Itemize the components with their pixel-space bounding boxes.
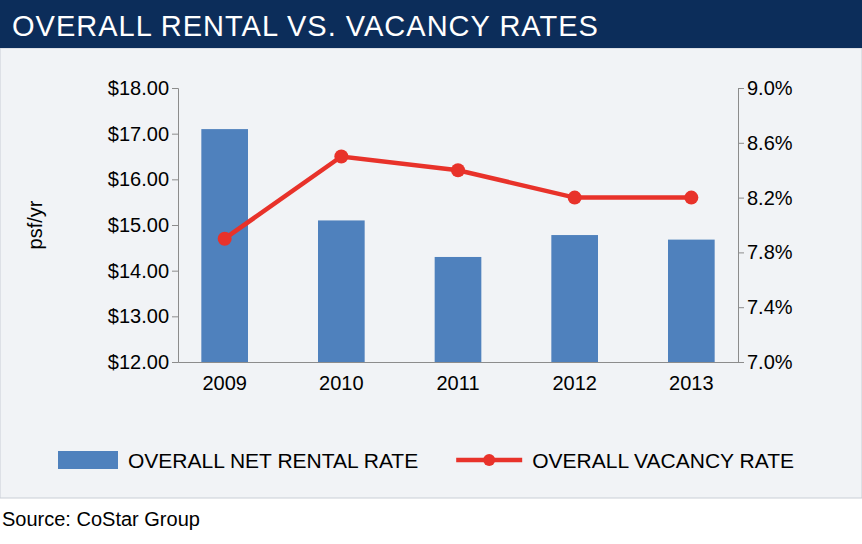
tick-label: 7.0% <box>747 351 793 373</box>
tick-label: 7.8% <box>747 241 793 263</box>
tick: 9.0% <box>738 77 793 99</box>
marker <box>451 163 465 177</box>
tick-label: 7.4% <box>747 296 793 318</box>
tick-label: 2010 <box>319 372 364 394</box>
tick-label: 2009 <box>202 372 247 394</box>
tick: 2012 <box>552 362 597 394</box>
legend-label: OVERALL NET RENTAL RATE <box>128 449 418 472</box>
tick-label: 2012 <box>552 372 597 394</box>
tick-mark <box>172 179 178 180</box>
tick-mark <box>172 362 178 363</box>
bar <box>551 235 598 362</box>
tick-mark <box>172 316 178 317</box>
tick-label: 8.6% <box>747 132 793 154</box>
tick-label: 8.2% <box>747 187 793 209</box>
y2-axis: 7.0% 7.4% 7.8% 8.2% 8.6% 9.0% <box>738 77 793 373</box>
tick-label: $15.00 <box>108 214 169 236</box>
bar <box>201 129 248 362</box>
tick-label: $13.00 <box>108 305 169 327</box>
tick-label: $18.00 <box>108 77 169 99</box>
tick-label: $14.00 <box>108 260 169 282</box>
bar <box>318 220 365 362</box>
y-axis-title: psf/yr <box>24 200 46 249</box>
tick: 2010 <box>319 362 364 394</box>
tick-mark <box>738 362 744 363</box>
tick-mark <box>738 143 744 144</box>
source: Source: CoStar Group <box>2 508 200 530</box>
tick-mark <box>172 134 178 135</box>
tick: 2013 <box>669 362 714 394</box>
title-bar <box>0 0 862 48</box>
axis-line <box>739 89 745 363</box>
legend-label: OVERALL VACANCY RATE <box>532 449 794 472</box>
axis-line <box>172 89 179 363</box>
tick: $13.00 <box>108 305 178 327</box>
tick: 2011 <box>436 362 479 394</box>
tick: $12.00 <box>108 351 178 373</box>
marker <box>218 232 232 246</box>
title: OVERALL RENTAL VS. VACANCY RATES <box>12 10 599 42</box>
tick-label: 9.0% <box>747 77 793 99</box>
tick: 8.2% <box>738 187 793 209</box>
line <box>225 157 692 239</box>
legend-swatch <box>58 451 118 469</box>
tick-mark <box>172 88 178 89</box>
marker <box>334 150 348 164</box>
tick: $18.00 <box>108 77 178 99</box>
axis-line <box>179 362 739 363</box>
tick-label: 2011 <box>436 372 479 394</box>
y-axis: $12.00 $13.00 $14.00 $15.00 $16.00 $17.00 $18.… <box>108 77 179 373</box>
tick-mark <box>738 88 744 89</box>
tick-mark <box>172 271 178 272</box>
tick: $17.00 <box>108 123 178 145</box>
chart-background <box>0 48 862 498</box>
tick-mark <box>738 307 744 308</box>
tick-label: $16.00 <box>108 168 169 190</box>
tick-label: $17.00 <box>108 123 169 145</box>
tick: 7.4% <box>738 296 793 318</box>
tick: 7.0% <box>738 351 793 373</box>
tick-label: 2013 <box>669 372 714 394</box>
tick: 2009 <box>202 362 247 394</box>
marker <box>568 191 582 205</box>
bar <box>668 240 715 362</box>
tick: $14.00 <box>108 260 178 282</box>
tick-mark <box>738 198 744 199</box>
tick: $16.00 <box>108 168 178 190</box>
bar <box>435 257 482 362</box>
legend-marker <box>483 454 495 466</box>
marker <box>684 191 698 205</box>
tick-label: $12.00 <box>108 351 169 373</box>
tick-mark <box>172 225 178 226</box>
x-axis: 2009 2010 2011 2012 2013 <box>179 362 739 394</box>
tick: 7.8% <box>738 241 793 263</box>
tick: $15.00 <box>108 214 178 236</box>
tick: 8.6% <box>738 132 793 154</box>
tick-mark <box>738 252 744 253</box>
plot-marks <box>201 129 714 362</box>
legend: OVERALL NET RENTAL RATE OVERALL VACANCY R… <box>58 449 794 472</box>
